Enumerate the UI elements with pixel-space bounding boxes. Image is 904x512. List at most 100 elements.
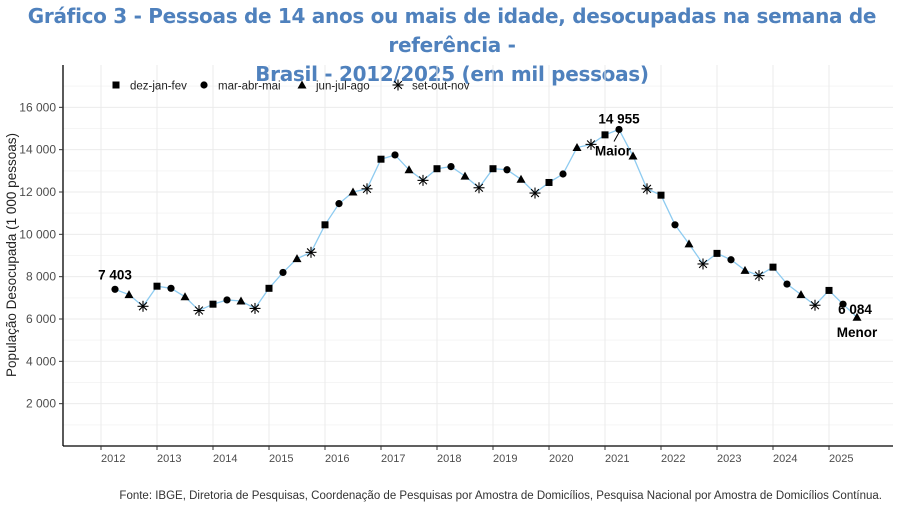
x-tick-label: 2015 — [269, 453, 293, 465]
triangle-marker-shape — [236, 296, 246, 305]
data-point-square — [377, 155, 385, 163]
x-tick-label: 2020 — [549, 453, 573, 465]
asterisk-marker-stroke — [474, 183, 484, 193]
legend-asterisk-icon — [392, 79, 404, 91]
data-point-asterisk — [305, 246, 317, 258]
first-value-label: 7 403 — [98, 267, 132, 282]
x-tick-label: 2016 — [325, 453, 349, 465]
triangle-marker-shape — [628, 151, 638, 160]
x-tick-label: 2012 — [101, 453, 125, 465]
circle-marker-shape — [391, 151, 399, 159]
circle-marker-shape — [279, 268, 287, 277]
data-point-asterisk — [697, 258, 709, 270]
legend-label: dez-jan-fev — [130, 81, 187, 93]
triangle-marker-shape — [852, 312, 862, 321]
max-annotation-label: Maior — [595, 143, 632, 158]
chart-title-line-2: Brasil - 2012/2025 (em mil pessoas) — [255, 62, 649, 86]
y-tick-label: 8 000 — [26, 270, 56, 284]
triangle-marker-shape — [297, 80, 307, 89]
circle-marker-shape — [503, 166, 511, 174]
data-point-circle — [111, 285, 119, 293]
legend-circle-icon — [200, 81, 208, 89]
y-tick-label: 12 000 — [19, 185, 56, 199]
triangle-marker-shape — [684, 239, 694, 248]
data-point-triangle — [292, 254, 302, 263]
data-point-asterisk — [249, 302, 261, 314]
data-point-square — [601, 131, 609, 139]
data-point-circle — [727, 256, 735, 264]
y-tick-label: 10 000 — [19, 227, 56, 241]
circle-marker-shape — [167, 284, 175, 292]
data-point-circle — [503, 166, 511, 174]
circle-marker-shape — [559, 170, 567, 178]
square-marker-shape — [112, 81, 120, 89]
axes — [62, 65, 893, 447]
chart-title: Gráfico 3 - Pessoas de 14 anos ou mais d… — [0, 2, 904, 89]
circle-marker-shape — [839, 300, 847, 308]
y-tick-label: 6 000 — [26, 312, 56, 326]
x-tick-label: 2025 — [829, 453, 853, 465]
legend: dez-jan-fev mar-abr-mai jun-jul-ago set-out… — [112, 79, 470, 93]
legend-item: set-out-nov — [392, 79, 470, 93]
legend-label: jun-jul-ago — [315, 81, 370, 93]
data-point-triangle — [740, 265, 750, 274]
data-point-triangle — [852, 312, 862, 321]
circle-marker-shape — [671, 221, 679, 229]
data-point-square — [769, 263, 777, 271]
data-point-asterisk — [641, 183, 653, 195]
circle-marker-shape — [615, 125, 623, 134]
legend-item: mar-abr-mai — [200, 81, 281, 93]
square-marker-shape — [657, 191, 665, 199]
data-point-square — [713, 249, 721, 257]
data-point-circle — [223, 296, 231, 304]
data-point-asterisk — [417, 174, 429, 186]
asterisk-marker-stroke — [393, 80, 403, 90]
asterisk-marker-stroke — [754, 271, 764, 280]
data-point-asterisk — [473, 182, 485, 194]
square-marker-shape — [545, 178, 553, 186]
asterisk-marker-stroke — [306, 248, 316, 257]
data-point-triangle — [124, 290, 134, 299]
circle-marker-shape — [783, 280, 791, 288]
asterisk-marker-stroke — [698, 259, 708, 269]
square-marker-shape — [265, 284, 273, 292]
series-path — [114, 128, 858, 318]
square-marker-shape — [153, 282, 161, 290]
chart-title-line-1: Gráfico 3 - Pessoas de 14 anos ou mais d… — [27, 4, 877, 57]
data-point-circle — [671, 221, 679, 229]
y-axis-ticks: 2 000 4 000 6 000 8 000 10 000 12 000 14 000 16… — [19, 100, 63, 411]
square-marker-shape — [433, 165, 441, 173]
legend-label: mar-abr-mai — [218, 81, 281, 93]
asterisk-marker-stroke — [362, 184, 372, 194]
y-tick-label: 4 000 — [26, 354, 56, 368]
data-point-triangle — [684, 239, 694, 248]
triangle-marker-shape — [292, 254, 302, 263]
square-marker-shape — [825, 286, 833, 294]
data-point-triangle — [796, 290, 806, 299]
asterisk-marker-stroke — [194, 306, 204, 315]
data-point-circle — [391, 151, 399, 159]
grid-lines — [63, 65, 893, 446]
triangle-marker-shape — [796, 290, 806, 299]
asterisk-marker-stroke — [642, 184, 652, 194]
triangle-marker-shape — [348, 187, 358, 196]
annotations: 7 403 14 955 Maior 6 084 Menor — [98, 111, 878, 340]
data-point-square — [321, 221, 329, 229]
x-tick-label: 2024 — [773, 453, 797, 465]
data-point-circle — [167, 284, 175, 292]
circle-marker-shape — [223, 296, 231, 304]
data-point-triangle — [572, 143, 582, 152]
square-marker-shape — [489, 165, 497, 173]
series-markers — [111, 125, 862, 321]
data-point-asterisk — [753, 270, 765, 282]
data-point-asterisk — [193, 305, 205, 317]
y-tick-label: 14 000 — [19, 143, 56, 157]
circle-marker-shape — [447, 163, 455, 171]
max-value-label: 14 955 — [598, 111, 640, 126]
square-marker-shape — [713, 249, 721, 257]
data-point-square — [825, 286, 833, 294]
data-point-circle — [279, 268, 287, 277]
data-point-square — [153, 282, 161, 290]
data-point-circle — [615, 125, 623, 134]
circle-marker-shape — [335, 200, 343, 208]
